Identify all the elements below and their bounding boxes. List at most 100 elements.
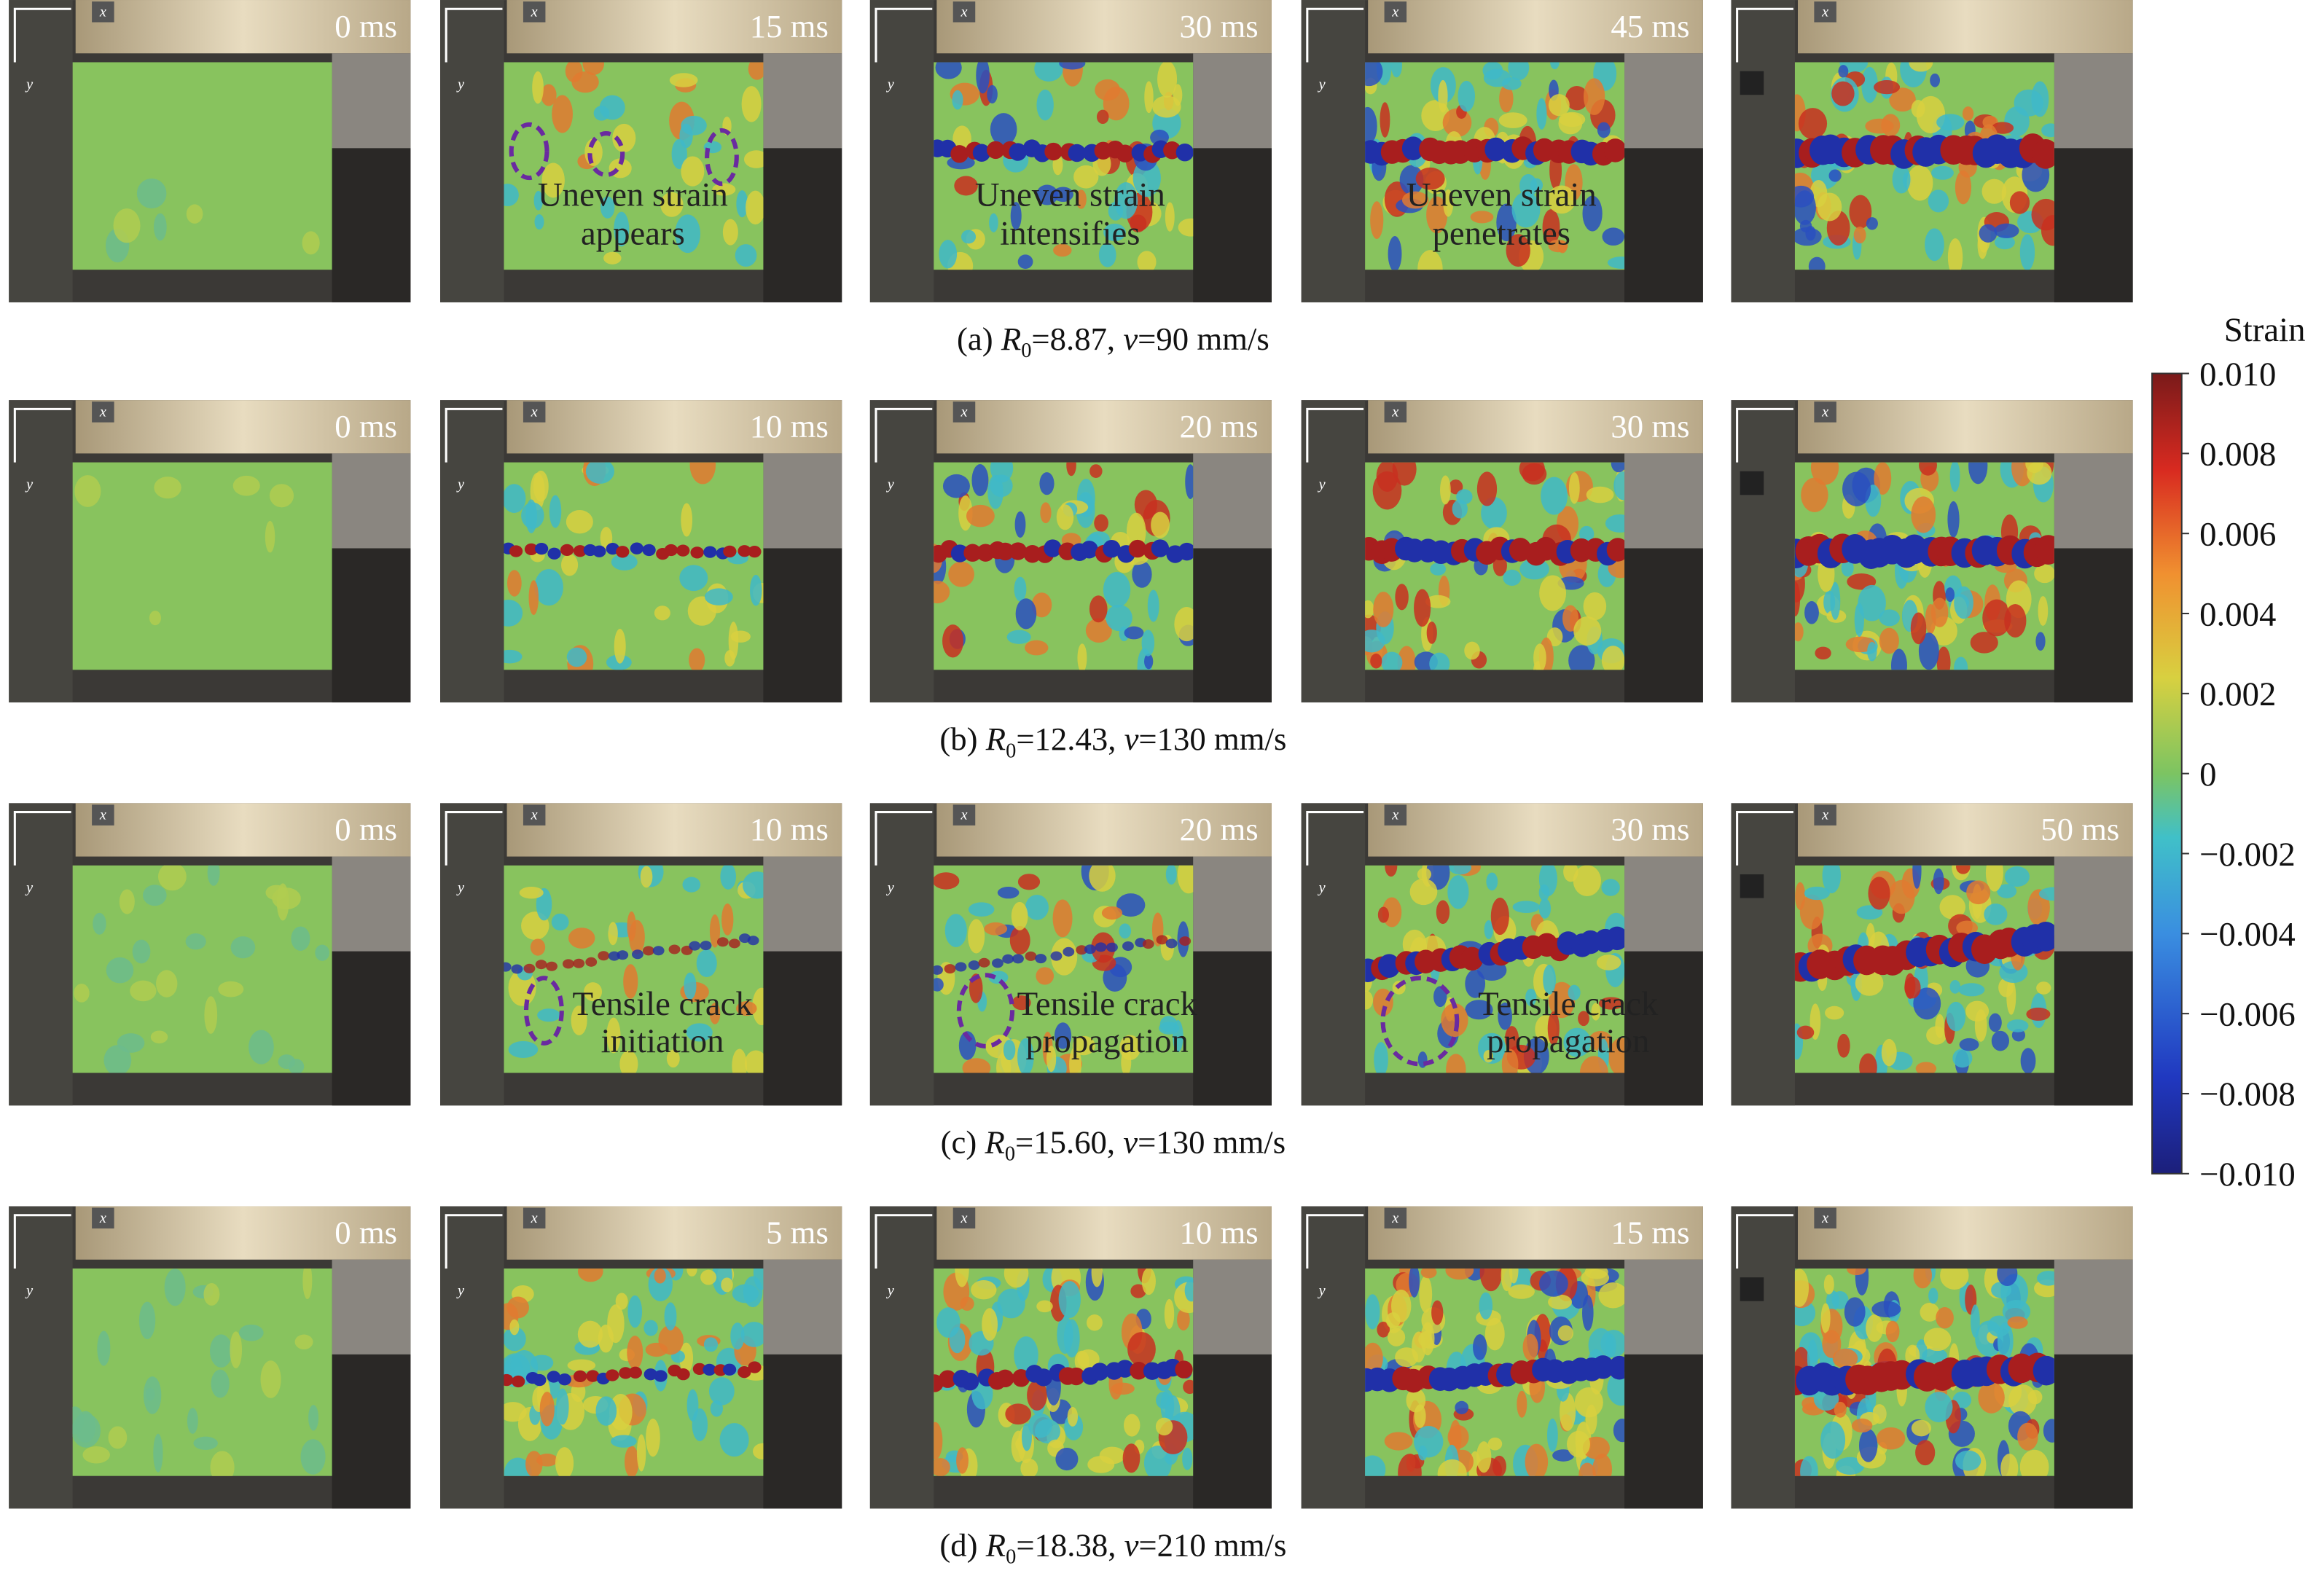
crack-blob (598, 951, 610, 961)
strain-blob (1997, 1322, 2014, 1360)
strain-blob (525, 1451, 543, 1476)
strain-blob (1994, 235, 2015, 250)
crack-blob (1103, 539, 1121, 558)
strain-blob (1585, 1404, 1597, 1435)
marker (1740, 1277, 1764, 1301)
strain-blob (2043, 1419, 2054, 1443)
caption-part: =15.60, (1015, 1124, 1123, 1160)
caption-part: v (1124, 1527, 1139, 1564)
crack-blob (960, 1373, 979, 1391)
crack-blob (573, 958, 585, 968)
axis-box (952, 1207, 976, 1229)
strain-blob (1820, 1421, 1846, 1459)
crack-blob (1175, 1360, 1193, 1379)
strain-blob (740, 1322, 764, 1347)
axis-label: y (25, 879, 34, 895)
strain-blob (1611, 462, 1625, 473)
strain-blob (997, 886, 1020, 899)
time-label: 10 ms (750, 408, 829, 444)
axis-indicator (13, 407, 71, 463)
strain-blob (1991, 122, 2014, 134)
strain-blob (1519, 462, 1545, 482)
image-panel: x y 0 ms (9, 1206, 411, 1509)
strain-blob (990, 113, 1017, 146)
strain-blob (1543, 965, 1556, 995)
crack-blob (934, 965, 943, 975)
strain-blob (1384, 1432, 1413, 1451)
strain-blob (1804, 601, 1819, 624)
strain-blob (1981, 179, 2007, 204)
strain-blob (954, 176, 978, 196)
axis-box (92, 1, 114, 23)
strain-blob (1059, 62, 1086, 70)
strain-blob (1431, 1300, 1444, 1325)
caption: (d) R0=18.38, v=210 mm/s (939, 1527, 1286, 1569)
strain-blob (2017, 1422, 2038, 1451)
strain-blob (1978, 1381, 2005, 1414)
strain-blob (753, 1443, 764, 1460)
frame-block (332, 148, 411, 302)
strain-blob (1055, 1447, 1079, 1471)
strain-blob (1915, 1062, 1937, 1073)
strain-blob (1006, 630, 1031, 644)
strain-blob (1433, 986, 1447, 1008)
strain-blob (1522, 1333, 1538, 1361)
strain-blob (1547, 1011, 1560, 1046)
strain-blob (187, 1408, 198, 1434)
axis-box (1814, 1, 1836, 23)
strain-blob (1058, 1281, 1081, 1318)
strain-blob (1436, 900, 1450, 925)
strain-blob (1419, 1276, 1433, 1313)
strain-blob (1525, 1443, 1549, 1476)
frame-top (936, 803, 1272, 857)
strain-blob (534, 569, 563, 606)
strain-blob (1066, 462, 1076, 477)
strain-blob (1103, 572, 1131, 608)
image-panel: x y 15 ms (1301, 1206, 1703, 1509)
strain-blob (1417, 868, 1432, 881)
strain-blob (249, 1030, 274, 1065)
colorbar-tick-label: 0.008 (2199, 436, 2276, 474)
strain-blob (1991, 1030, 2009, 1051)
strain-blob (2019, 234, 2035, 270)
strain-blob (1159, 1016, 1178, 1032)
highlight-ellipse (705, 128, 739, 187)
axis-indicator (1306, 1214, 1364, 1269)
strain-blob (664, 1302, 677, 1331)
strain-blob (1028, 1413, 1052, 1438)
frame-top (506, 0, 842, 54)
axis-indicator (1306, 7, 1364, 63)
strain-blob (1800, 1456, 1818, 1476)
strain-blob (692, 1408, 708, 1441)
strain-blob (934, 978, 944, 992)
strain-blob (1487, 1437, 1503, 1451)
strain-blob (700, 1269, 717, 1285)
crack-blob (1095, 942, 1107, 952)
strain-blob (681, 503, 693, 537)
strain-blob (1390, 62, 1402, 78)
crack-blob (1377, 954, 1401, 978)
strain-blob (708, 1377, 735, 1406)
crack-blob (996, 1369, 1014, 1388)
strain-blob (150, 1030, 168, 1044)
highlight-ellipse (509, 122, 549, 181)
strain-blob (1958, 983, 1985, 997)
strain-blob (1370, 201, 1384, 240)
crack-blob (950, 145, 969, 163)
frame-right (2054, 1259, 2133, 1355)
strain-blob (1508, 1284, 1535, 1299)
strain-blob (1913, 987, 1941, 1020)
axis-label: y (456, 879, 465, 895)
strain-blob (1464, 641, 1480, 660)
strain-blob (990, 474, 1013, 498)
annotation: Uneven strain (1406, 176, 1597, 214)
strain-blob (1098, 243, 1116, 267)
crack-blob (509, 545, 523, 557)
strain-blob (1452, 499, 1468, 519)
frame-top (75, 0, 411, 54)
crack-blob (1025, 951, 1037, 961)
strain-field (934, 62, 1194, 270)
strain-blob (108, 1426, 128, 1449)
